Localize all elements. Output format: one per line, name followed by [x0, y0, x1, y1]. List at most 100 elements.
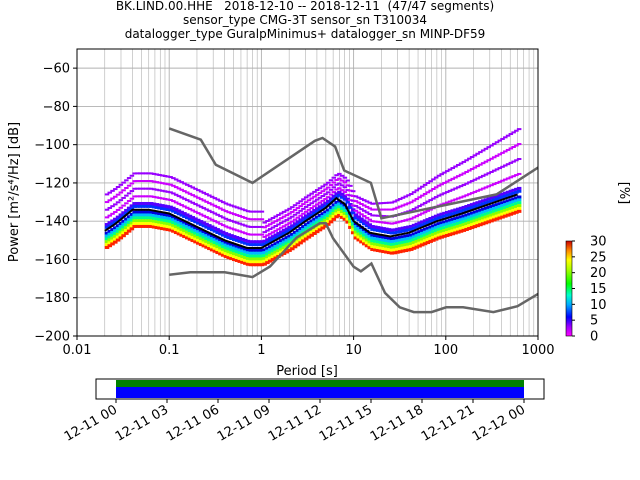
- psd-cell: [132, 204, 137, 208]
- psd-cell: [395, 221, 400, 224]
- psd-cell: [342, 214, 348, 218]
- psd-cell: [356, 196, 361, 199]
- psd-cell: [279, 217, 284, 220]
- psd-cell: [428, 228, 433, 232]
- psd-cell: [160, 215, 165, 219]
- psd-cell: [409, 239, 414, 243]
- psd-cell: [420, 203, 425, 206]
- psd-cell: [375, 246, 381, 250]
- psd-cell: [331, 214, 337, 218]
- psd-cell: [298, 227, 303, 231]
- psd-cell: [494, 214, 500, 218]
- psd-cell: [356, 211, 361, 214]
- psd-cell: [514, 205, 519, 209]
- psd-cell: [483, 147, 489, 150]
- psd-cell: [209, 239, 215, 243]
- psd-cell: [505, 207, 511, 211]
- psd-cell: [254, 210, 259, 213]
- psd-cell: [395, 239, 400, 243]
- psd-cell: [118, 233, 124, 237]
- psd-cell: [273, 236, 278, 240]
- psd-cell: [323, 213, 328, 217]
- psd-cell: [171, 206, 176, 210]
- psd-cell: [464, 216, 469, 220]
- psd-cell: [433, 223, 439, 227]
- psd-cell: [395, 244, 400, 248]
- psd-cell: [444, 233, 450, 237]
- psd-cell: [453, 231, 458, 235]
- psd-cell: [162, 224, 168, 228]
- psd-cell: [475, 212, 480, 216]
- psd-cell: [370, 214, 375, 217]
- psd-density: [104, 128, 522, 267]
- psd-cell: [254, 218, 259, 221]
- psd-cell: [279, 244, 284, 248]
- psd-cell: [301, 203, 306, 206]
- psd-cell: [381, 238, 386, 242]
- psd-cell: [397, 230, 403, 234]
- psd-cell: [417, 238, 422, 242]
- psd-cell: [491, 218, 497, 222]
- psd-cell: [447, 210, 453, 214]
- psd-cell: [389, 228, 395, 232]
- psd-cell: [397, 220, 403, 223]
- psd-cell: [240, 208, 245, 211]
- psd-cell: [406, 245, 411, 249]
- psd-cell: [110, 236, 115, 240]
- psd-cell: [279, 250, 284, 254]
- psd-cell: [209, 225, 215, 229]
- psd-cell: [389, 237, 395, 241]
- psd-cell: [256, 243, 262, 247]
- psd-cell: [516, 201, 522, 205]
- psd-cell: [494, 206, 500, 210]
- psd-cell: [386, 208, 392, 211]
- psd-cell: [281, 231, 287, 235]
- psd-cell: [157, 212, 162, 216]
- psd-cell: [168, 217, 173, 221]
- psd-cell: [223, 210, 229, 213]
- psd-cell: [251, 260, 256, 264]
- psd-cell: [237, 245, 243, 249]
- psd-cell: [439, 229, 444, 233]
- psd-cell: [337, 177, 342, 180]
- psd-cell: [425, 220, 431, 224]
- psd-cell: [414, 242, 420, 246]
- psd-cell: [209, 236, 215, 240]
- psd-cell: [420, 220, 425, 224]
- psd-cell: [422, 236, 428, 240]
- psd-cell: [176, 218, 182, 222]
- psd-cell: [431, 224, 436, 228]
- psd-cell: [121, 189, 126, 192]
- psd-cell: [165, 216, 171, 220]
- psd-cell: [240, 260, 245, 264]
- psd-cell: [135, 172, 140, 175]
- psd-cell: [464, 222, 469, 226]
- psd-cell: [295, 202, 301, 205]
- psd-cell: [478, 211, 483, 215]
- psd-cell: [220, 233, 226, 237]
- psd-cell: [212, 229, 218, 233]
- psd-cell: [115, 193, 121, 196]
- psd-cell: [406, 202, 411, 205]
- psd-cell: [256, 251, 262, 255]
- psd-cell: [331, 181, 337, 184]
- psd-cell: [378, 202, 384, 205]
- chart-title-line3: datalogger_type GuralpMinimus+ datalogge…: [124, 27, 486, 41]
- psd-cell: [503, 208, 508, 212]
- psd-cell: [373, 234, 378, 238]
- psd-cell: [411, 223, 417, 227]
- psd-cell: [309, 197, 314, 200]
- psd-cell: [364, 200, 370, 203]
- psd-cell: [259, 218, 265, 221]
- psd-cell: [381, 208, 386, 211]
- psd-cell: [303, 234, 309, 238]
- psd-cell: [505, 177, 511, 180]
- psd-cell: [295, 240, 301, 244]
- psd-cell: [494, 208, 500, 212]
- psd-cell: [436, 184, 442, 187]
- psd-cell: [339, 192, 345, 196]
- psd-cell: [483, 209, 489, 213]
- psd-cell: [104, 225, 110, 229]
- psd-cell: [469, 223, 475, 227]
- psd-cell: [234, 256, 240, 260]
